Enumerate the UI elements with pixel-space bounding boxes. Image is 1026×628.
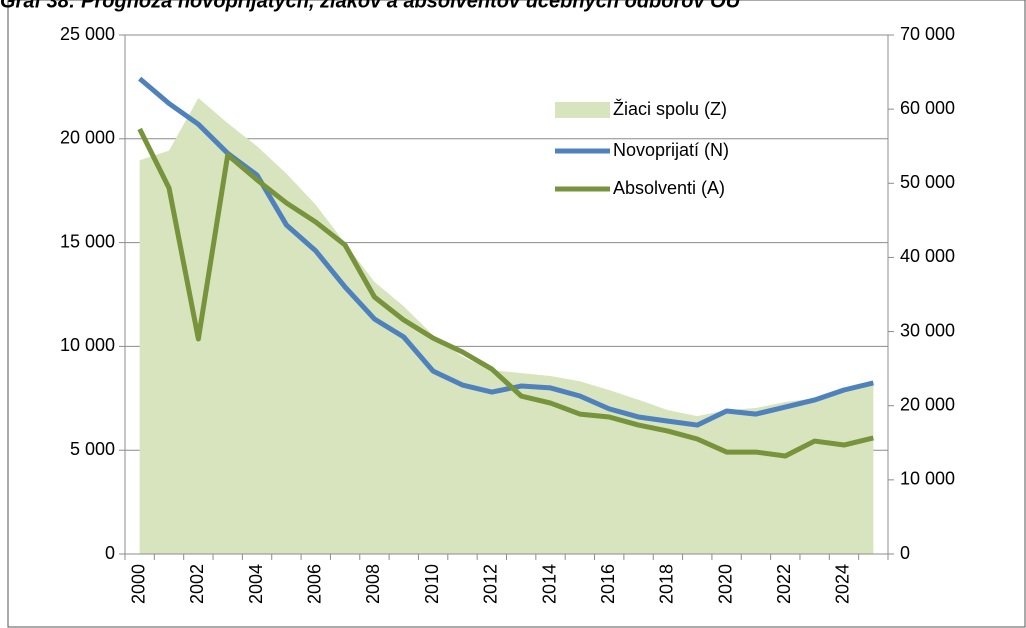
x-tick-label: 2016	[598, 564, 618, 604]
y-tick-label: 20 000	[60, 128, 115, 148]
x-tick-label: 2018	[657, 564, 677, 604]
y-tick-label: 5 000	[70, 439, 115, 459]
area	[139, 98, 874, 555]
y-tick-label: 10 000	[60, 335, 115, 355]
y2-tick-label: 10 000	[900, 469, 955, 489]
legend-label: Novoprijatí (N)	[613, 140, 729, 160]
legend-swatch	[555, 102, 610, 118]
x-tick-label: 2000	[128, 564, 148, 604]
x-tick-label: 2012	[481, 564, 501, 604]
y2-tick-label: 70 000	[900, 24, 955, 44]
x-tick-label: 2008	[363, 564, 383, 604]
y-tick-label: 15 000	[60, 231, 115, 251]
y-tick-label: 25 000	[60, 24, 115, 44]
y2-tick-label: 30 000	[900, 320, 955, 340]
y-tick-label: 0	[105, 543, 115, 563]
x-tick-label: 2004	[246, 564, 266, 604]
x-tick-label: 2020	[715, 564, 735, 604]
y2-tick-label: 40 000	[900, 246, 955, 266]
x-tick-label: 2022	[774, 564, 794, 604]
y2-tick-label: 50 000	[900, 172, 955, 192]
x-tick-label: 2002	[187, 564, 207, 604]
x-tick-label: 2006	[305, 564, 325, 604]
line	[137, 127, 874, 459]
chart-title: Graf 38: Prognóza novoprijatých, žiakov …	[0, 0, 741, 12]
y2-tick-label: 60 000	[900, 98, 955, 118]
legend-label: Absolventi (A)	[613, 178, 725, 198]
y2-tick-label: 20 000	[900, 394, 955, 414]
x-tick-label: 2010	[422, 564, 442, 604]
legend-label: Žiaci spolu (Z)	[613, 99, 727, 119]
y2-tick-label: 0	[900, 543, 910, 563]
x-tick-label: 2014	[539, 564, 559, 604]
x-tick-label: 2024	[833, 564, 853, 604]
